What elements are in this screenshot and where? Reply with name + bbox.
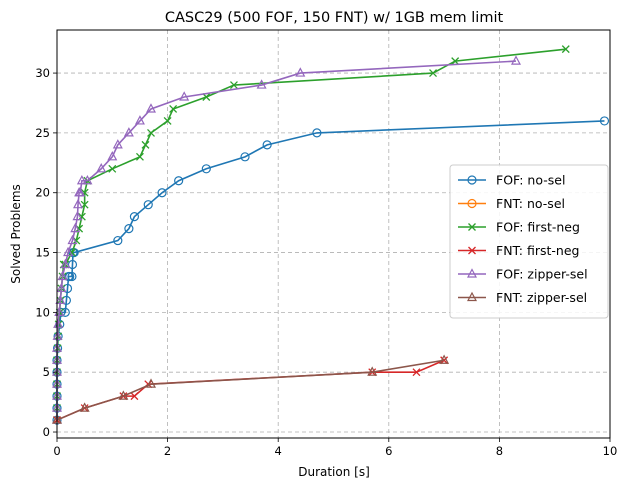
data-point <box>412 368 421 377</box>
data-point <box>240 152 250 162</box>
data-point <box>262 140 272 150</box>
legend-marker <box>467 291 477 302</box>
data-point <box>143 200 153 210</box>
data-point <box>79 402 90 412</box>
data-point <box>124 224 134 234</box>
data-point <box>70 222 81 233</box>
data-point <box>451 57 460 66</box>
data-point <box>129 212 140 222</box>
legend: FOF: no-sel FNT: no-sel FOF: first-neg FNT:… <box>449 164 609 319</box>
legend-label: FOF: zipper-sel <box>496 267 588 282</box>
legend-item: FNT: no-sel <box>458 196 565 211</box>
legend-marker <box>467 268 477 278</box>
data-point <box>76 174 87 185</box>
data-point <box>169 105 178 113</box>
legend-label: FNT: no-sel <box>496 196 565 211</box>
ticks-layer: 0 2 4 6 8 10 0 5 10 15 20 25 30 <box>35 66 617 458</box>
data-point <box>439 354 450 364</box>
data-point <box>75 186 86 197</box>
legend-label: FOF: first-neg <box>496 220 580 235</box>
series-6 <box>52 354 450 424</box>
data-point <box>107 151 118 161</box>
legend-marker <box>467 175 477 185</box>
data-point <box>72 210 83 221</box>
y-tick-label: 10 <box>35 305 50 319</box>
data-point <box>146 103 157 113</box>
data-point <box>55 294 66 305</box>
legend-label: FOF: no-sel <box>496 173 565 188</box>
data-point <box>312 128 322 138</box>
data-point <box>96 163 107 173</box>
data-point <box>113 235 123 246</box>
x-axis-label: Duration [s] <box>298 465 370 479</box>
data-point <box>134 115 145 125</box>
data-point <box>108 164 117 173</box>
legend-item: FOF: no-sel <box>458 173 565 188</box>
data-point <box>230 81 238 89</box>
legend-item: FOF: zipper-sel <box>458 267 588 282</box>
legend-box <box>449 164 609 319</box>
legend-marker <box>468 223 476 231</box>
y-axis-label: Solved Problems <box>9 184 23 284</box>
y-tick-label: 20 <box>35 186 50 200</box>
y-tick-label: 25 <box>35 126 50 140</box>
legend-item: FNT: first-neg <box>458 243 579 258</box>
data-point <box>256 79 267 89</box>
data-point <box>163 116 172 125</box>
x-tick-label: 6 <box>385 444 392 458</box>
legend-marker <box>468 246 476 255</box>
data-point <box>67 271 77 282</box>
y-tick-label: 0 <box>43 425 50 439</box>
x-tick-label: 4 <box>275 444 282 458</box>
data-point <box>57 270 68 281</box>
x-tick-label: 8 <box>496 444 503 458</box>
data-point <box>561 45 570 54</box>
legend-label: FNT: first-neg <box>496 243 579 258</box>
data-point <box>135 152 144 161</box>
x-tick-label: 2 <box>164 444 171 458</box>
data-point <box>429 69 437 78</box>
data-point <box>510 55 521 65</box>
plot-frame <box>56 29 611 439</box>
data-point <box>367 366 378 376</box>
data-point <box>157 188 167 198</box>
data-point <box>67 234 78 245</box>
data-point <box>201 164 211 174</box>
data-point <box>67 259 78 270</box>
data-point <box>60 258 71 269</box>
data-point <box>118 390 129 400</box>
data-point <box>63 246 74 257</box>
legend-marker <box>467 198 477 209</box>
x-tick-label: 10 <box>603 444 618 458</box>
data-point <box>77 212 86 221</box>
data-point <box>174 176 184 186</box>
data-point <box>599 116 610 126</box>
legend-item: FNT: zipper-sel <box>458 290 587 305</box>
series-line <box>56 359 445 421</box>
data-point <box>53 318 64 328</box>
y-tick-label: 5 <box>43 365 50 379</box>
data-point <box>295 67 306 77</box>
data-point <box>73 198 84 209</box>
plot-layer <box>52 45 610 425</box>
data-point <box>179 91 190 101</box>
data-point <box>141 140 150 149</box>
legend-label: FNT: zipper-sel <box>496 290 587 305</box>
data-point <box>146 378 157 388</box>
data-point <box>56 282 67 293</box>
data-point <box>82 174 93 185</box>
chart-title: CASC29 (500 FOF, 150 FNT) w/ 1GB mem lim… <box>165 10 504 26</box>
data-point <box>112 139 123 149</box>
y-tick-label: 30 <box>35 66 50 80</box>
data-point <box>147 128 155 137</box>
x-tick-label: 0 <box>53 444 60 458</box>
y-tick-label: 15 <box>35 246 50 260</box>
data-point <box>123 127 134 137</box>
data-point <box>52 330 63 340</box>
data-point <box>130 392 139 401</box>
legend-item: FOF: first-neg <box>458 220 580 235</box>
